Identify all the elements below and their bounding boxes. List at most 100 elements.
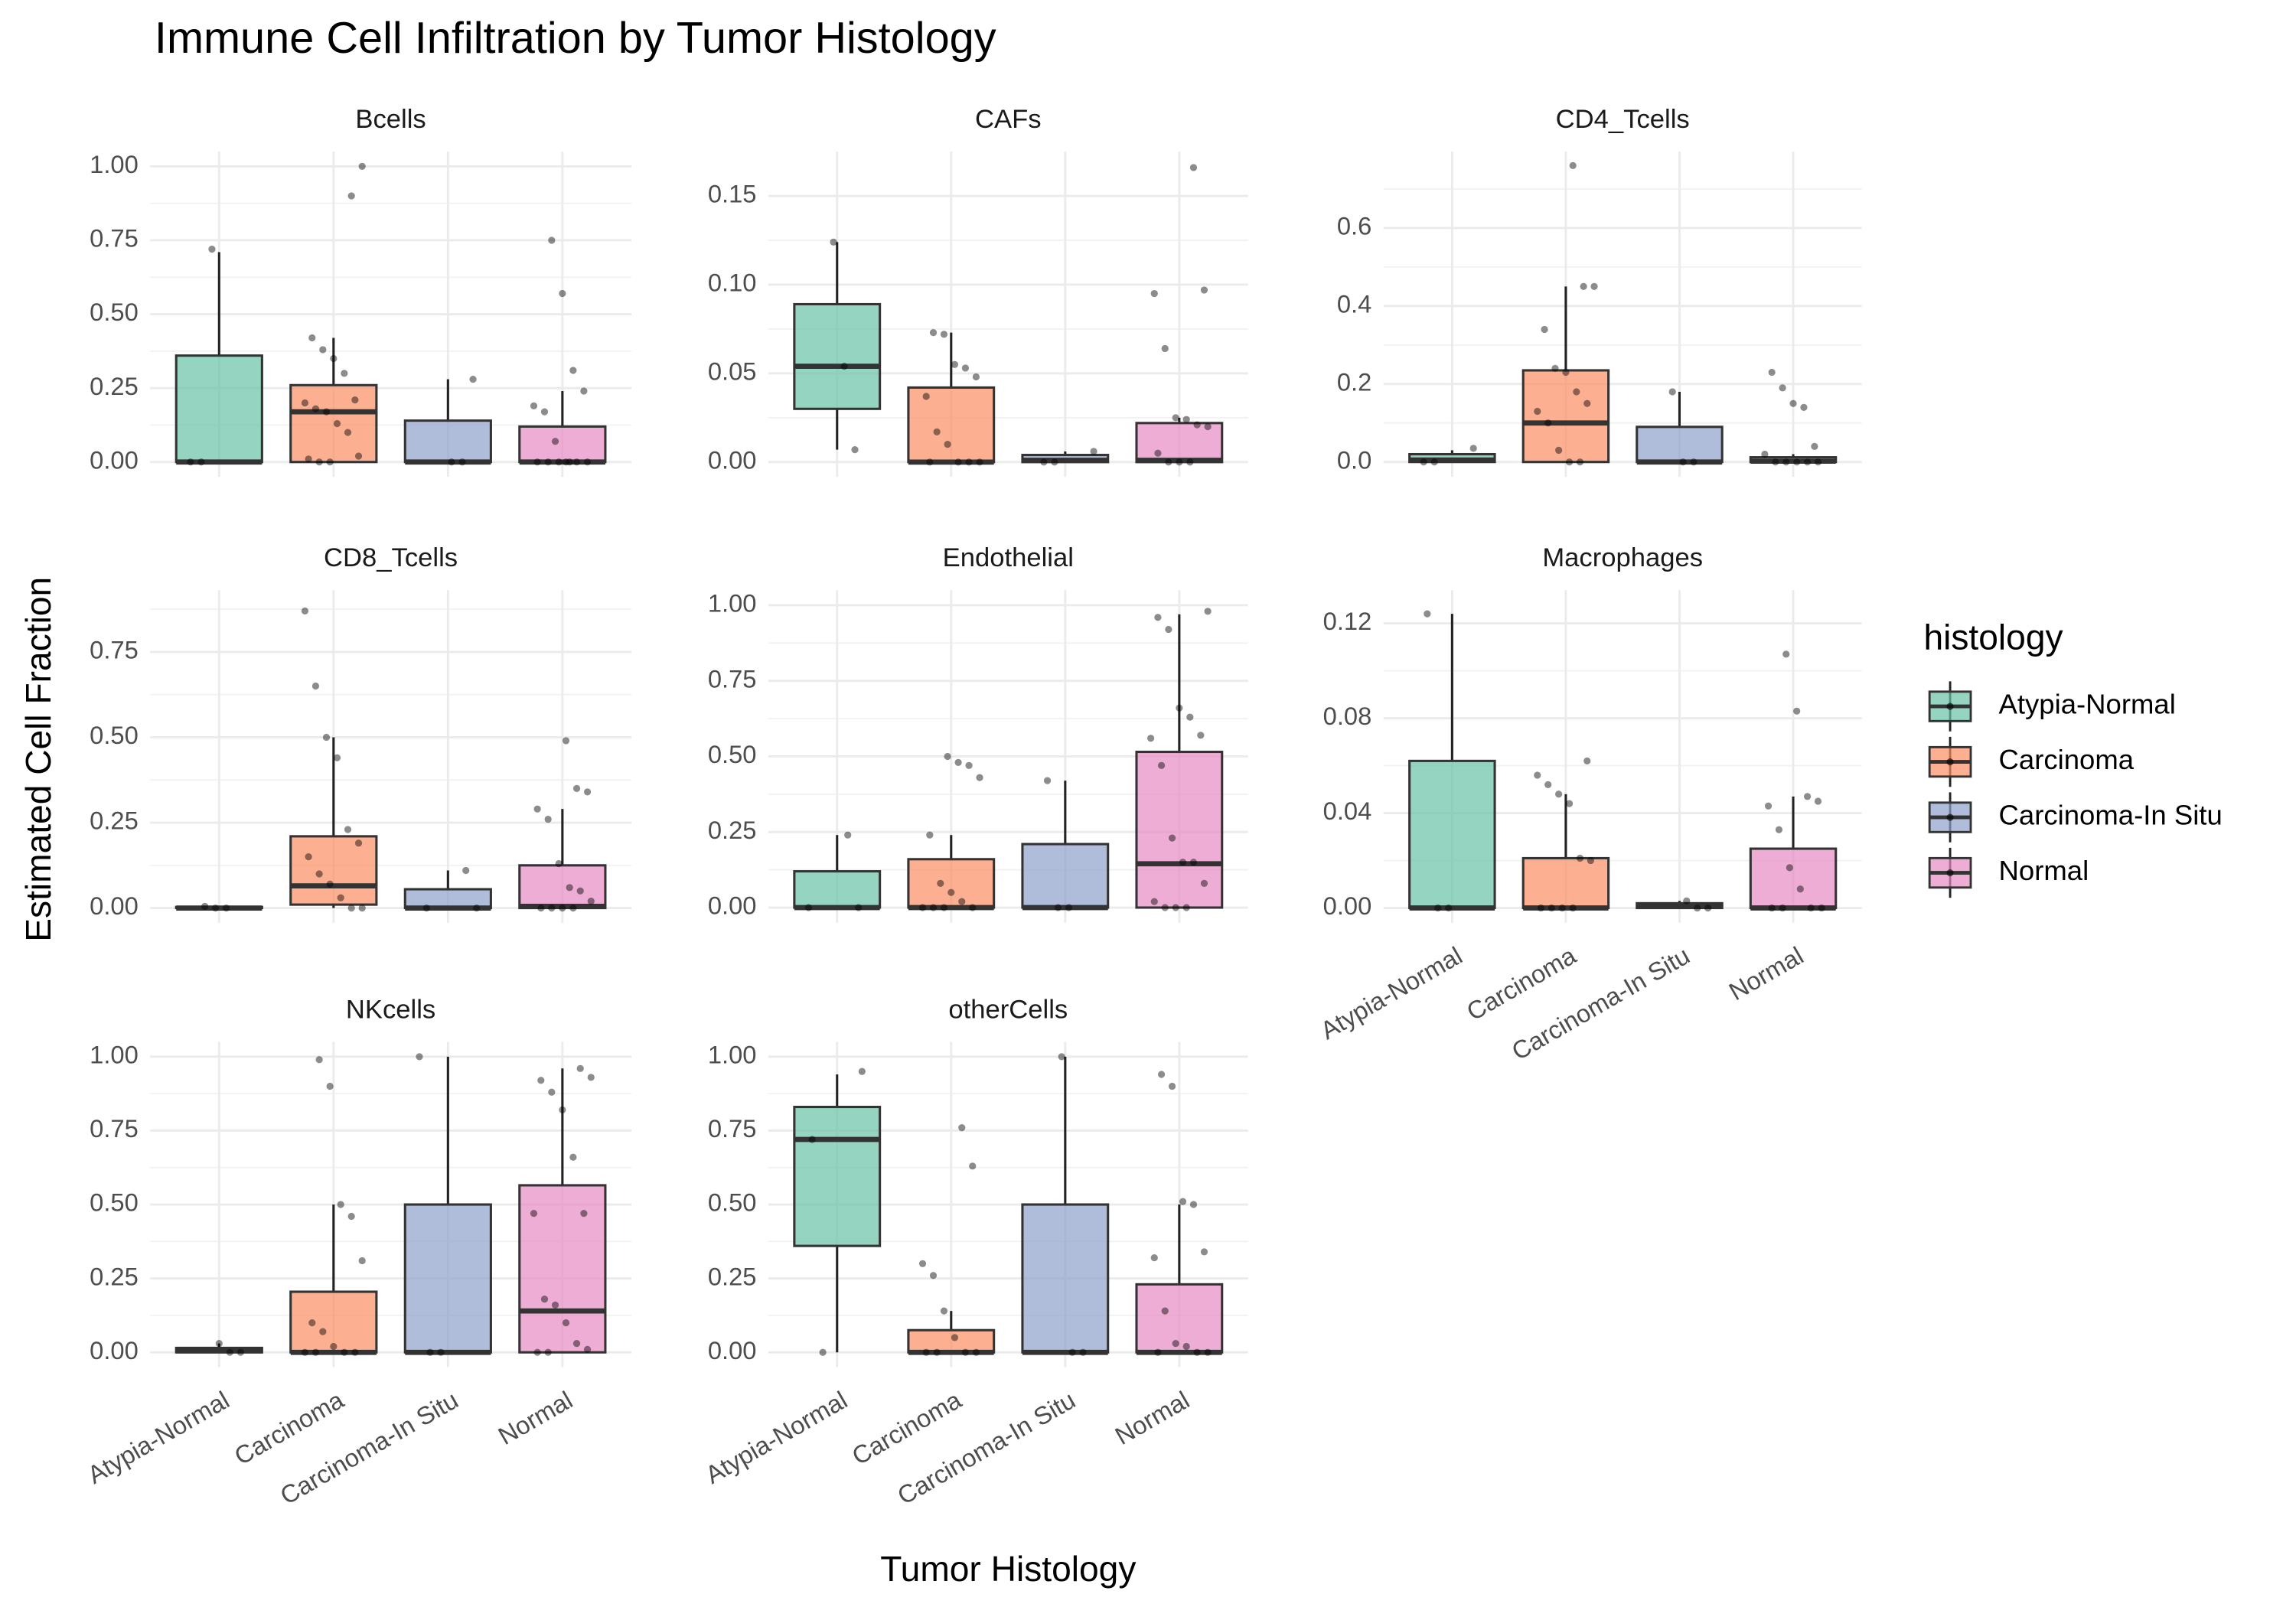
data-point xyxy=(462,866,470,875)
data-point xyxy=(1704,904,1712,912)
y-tick-label: 1.00 xyxy=(708,589,757,618)
data-point xyxy=(358,1257,366,1265)
data-point xyxy=(1176,704,1183,712)
data-point xyxy=(337,1201,344,1208)
box xyxy=(793,302,882,410)
box xyxy=(403,888,492,910)
data-point xyxy=(1690,458,1698,466)
data-point xyxy=(533,1348,541,1356)
data-point xyxy=(937,879,944,888)
data-point xyxy=(926,458,934,466)
data-point xyxy=(972,1348,980,1356)
data-point xyxy=(1204,422,1212,431)
data-point xyxy=(1146,735,1155,742)
data-point xyxy=(951,1334,959,1341)
data-point xyxy=(1157,1071,1166,1078)
data-point xyxy=(347,192,355,200)
data-point xyxy=(1803,793,1812,800)
y-tick-label: 0.0 xyxy=(1337,445,1371,474)
data-point xyxy=(1782,650,1790,658)
data-point xyxy=(858,1068,866,1075)
data-point xyxy=(326,880,334,888)
legend-title: histology xyxy=(1923,618,2063,657)
data-point xyxy=(1814,797,1822,805)
data-point xyxy=(351,396,359,404)
data-point xyxy=(1090,448,1097,455)
data-point xyxy=(212,904,220,912)
data-point xyxy=(940,1307,948,1315)
data-point xyxy=(555,859,563,868)
box xyxy=(518,864,607,910)
data-point xyxy=(1782,458,1790,466)
data-point xyxy=(926,831,934,839)
data-point xyxy=(1580,282,1587,291)
data-point xyxy=(1469,445,1477,452)
data-point xyxy=(197,458,205,466)
data-point xyxy=(1182,904,1190,911)
y-axis-title: Estimated Cell Fraction xyxy=(18,577,58,942)
data-point xyxy=(208,245,216,253)
data-point xyxy=(319,346,327,354)
y-tick-label: 0.00 xyxy=(90,1336,139,1364)
data-point xyxy=(1807,904,1815,912)
data-point xyxy=(548,904,556,912)
data-point xyxy=(458,458,466,466)
data-point xyxy=(1172,1340,1179,1348)
data-point xyxy=(1768,904,1776,912)
data-point xyxy=(1182,1342,1190,1351)
data-point xyxy=(1068,1348,1076,1356)
y-tick-label: 0.50 xyxy=(90,298,139,326)
data-point xyxy=(572,458,581,466)
data-point xyxy=(1434,904,1442,912)
data-point xyxy=(1555,790,1563,798)
data-point xyxy=(1172,904,1179,911)
box xyxy=(289,383,378,464)
data-point xyxy=(1803,458,1812,466)
box xyxy=(1749,847,1838,910)
y-tick-label: 0.50 xyxy=(708,740,757,768)
facet-title: NKcells xyxy=(346,995,435,1024)
legend-point xyxy=(1946,813,1954,821)
y-tick-label: 0.75 xyxy=(708,1114,757,1143)
facet-title: Endothelial xyxy=(943,543,1074,572)
data-point xyxy=(537,904,545,912)
data-point xyxy=(1200,286,1208,294)
y-tick-label: 0.00 xyxy=(708,1336,757,1364)
data-point xyxy=(548,1088,556,1096)
box xyxy=(518,1184,607,1354)
data-point xyxy=(569,904,577,912)
y-tick-label: 0.50 xyxy=(90,1188,139,1217)
data-point xyxy=(301,399,309,407)
data-point xyxy=(311,1348,320,1356)
data-point xyxy=(354,839,363,847)
data-point xyxy=(1193,1348,1201,1356)
data-point xyxy=(333,754,341,761)
data-point xyxy=(1555,446,1563,455)
box xyxy=(907,386,996,464)
data-point xyxy=(305,853,312,861)
y-tick-label: 0.25 xyxy=(90,807,139,835)
data-point xyxy=(1565,458,1574,466)
data-point xyxy=(1814,458,1822,466)
data-point xyxy=(1186,458,1194,466)
data-point xyxy=(344,826,352,833)
box xyxy=(289,1290,378,1354)
data-point xyxy=(308,1319,316,1327)
data-point xyxy=(954,758,962,766)
data-point xyxy=(1768,368,1776,376)
y-tick-label: 0.50 xyxy=(90,721,139,749)
data-point xyxy=(559,1106,566,1114)
data-point xyxy=(347,1212,355,1221)
y-tick-label: 0.75 xyxy=(90,224,139,253)
data-point xyxy=(808,1136,816,1143)
data-point xyxy=(1189,1201,1198,1208)
data-point xyxy=(1445,904,1453,912)
data-point xyxy=(566,884,573,892)
data-point xyxy=(1150,898,1158,905)
data-point xyxy=(580,1210,588,1217)
data-point xyxy=(1789,399,1797,407)
data-point xyxy=(947,888,955,896)
data-point xyxy=(358,162,366,171)
x-axis-title: Tumor Histology xyxy=(880,1549,1136,1589)
data-point xyxy=(1079,1348,1087,1356)
